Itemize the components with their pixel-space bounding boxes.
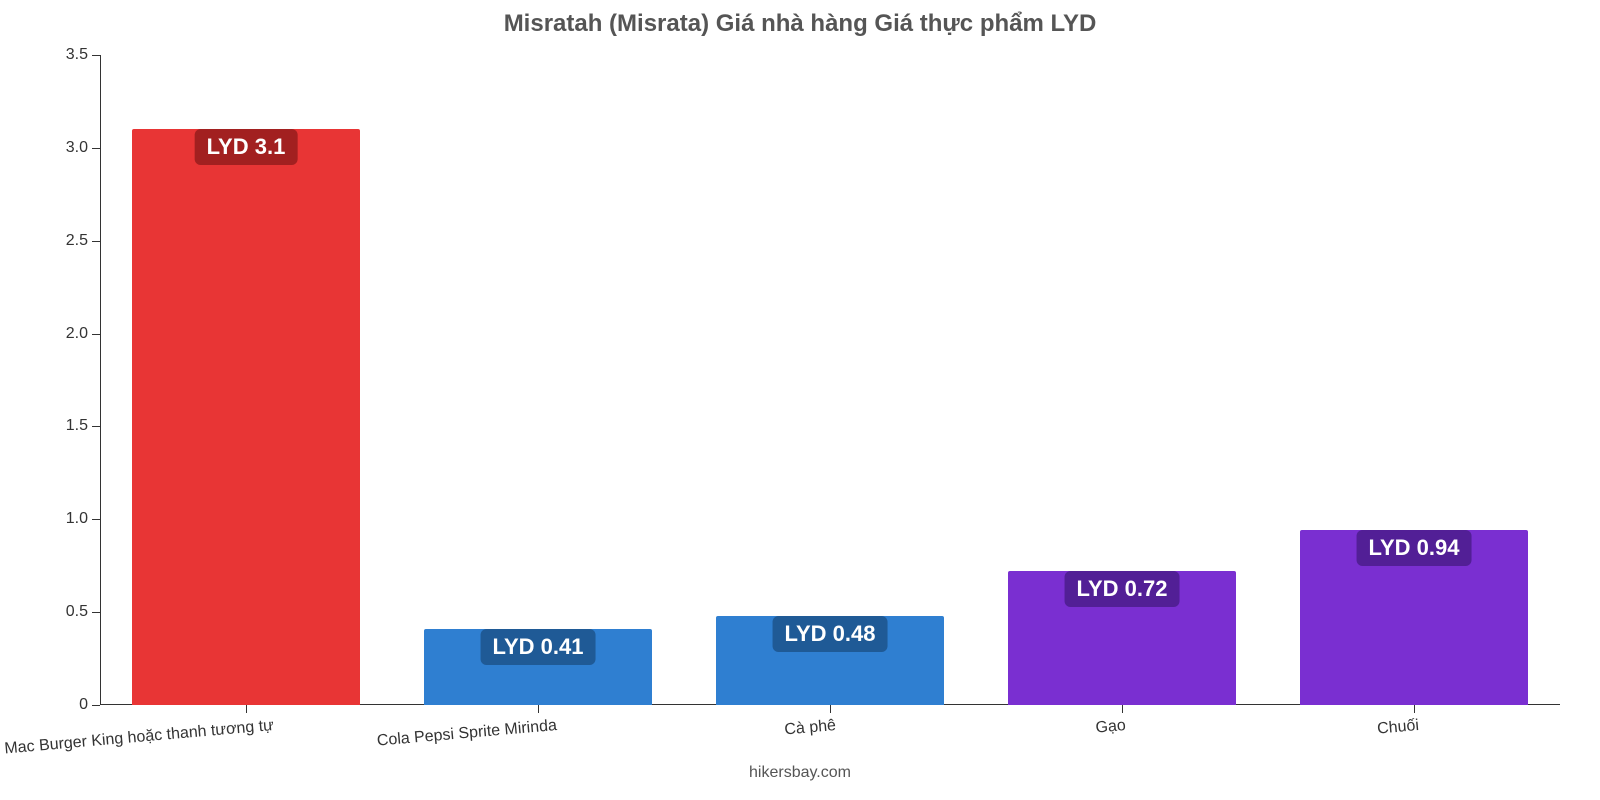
- y-tick-label: 2.5: [66, 232, 100, 250]
- plot-area: 00.51.01.52.02.53.03.5LYD 3.1Mac Burger …: [100, 55, 1560, 705]
- y-tick-label: 3.5: [66, 46, 100, 64]
- bar-group: LYD 0.72: [1008, 55, 1236, 705]
- x-tick: [1414, 705, 1415, 713]
- footer-credit: hikersbay.com: [0, 764, 1600, 782]
- bar-group: LYD 0.41: [424, 55, 652, 705]
- y-tick-label: 3.0: [66, 139, 100, 157]
- bar-group: LYD 0.94: [1300, 55, 1528, 705]
- value-badge: LYD 0.72: [1065, 571, 1180, 607]
- x-tick: [1122, 705, 1123, 713]
- x-tick-label: Cola Pepsi Sprite Mirinda: [376, 717, 557, 751]
- y-tick-label: 0: [79, 696, 100, 714]
- x-tick: [246, 705, 247, 713]
- value-badge: LYD 3.1: [195, 129, 298, 165]
- x-tick-label: Chuối: [1377, 717, 1420, 739]
- x-tick: [830, 705, 831, 713]
- x-tick-label: Cà phê: [784, 717, 837, 739]
- x-tick-label: Gạo: [1095, 717, 1127, 738]
- chart-title: Misratah (Misrata) Giá nhà hàng Giá thực…: [0, 10, 1600, 38]
- value-badge: LYD 0.41: [481, 629, 596, 665]
- bar: [132, 129, 360, 705]
- y-tick-label: 1.5: [66, 417, 100, 435]
- y-axis-line: [100, 55, 101, 705]
- value-badge: LYD 0.94: [1357, 530, 1472, 566]
- x-tick: [538, 705, 539, 713]
- value-badge: LYD 0.48: [773, 616, 888, 652]
- bar-group: LYD 0.48: [716, 55, 944, 705]
- x-tick-label: Mac Burger King hoặc thanh tương tự: [4, 717, 275, 758]
- y-tick-label: 1.0: [66, 510, 100, 528]
- y-tick-label: 0.5: [66, 603, 100, 621]
- bar-group: LYD 3.1: [132, 55, 360, 705]
- y-tick-label: 2.0: [66, 325, 100, 343]
